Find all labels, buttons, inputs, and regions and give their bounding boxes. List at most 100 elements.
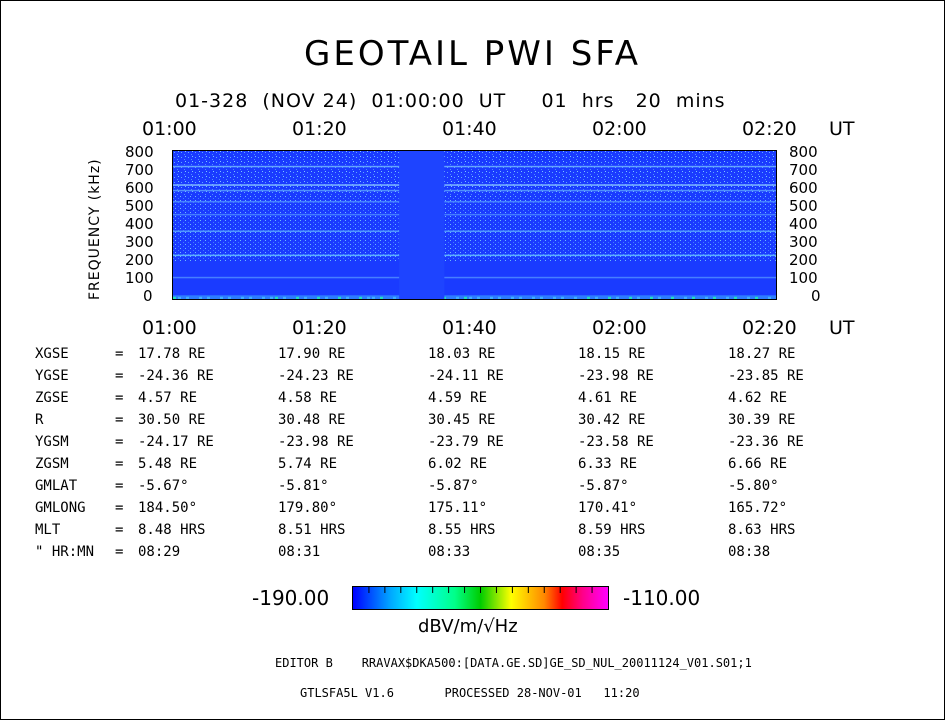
ephemeris-value: 30.48 RE [278, 412, 346, 428]
ephemeris-value: 5.48 RE [138, 456, 198, 472]
spectrogram-low-speck [692, 296, 695, 299]
spectrogram-svg [173, 151, 776, 299]
ephemeris-value: 8.63 HRS [728, 522, 796, 538]
y-tick-label: 300 [125, 233, 154, 251]
spectrogram-low-speck [359, 296, 362, 299]
ephemeris-value: -23.98 RE [578, 368, 654, 384]
ephemeris-value: -24.36 RE [138, 368, 214, 384]
ephemeris-value: 18.27 RE [728, 346, 796, 362]
top-time-label: 01:20 [292, 118, 347, 140]
y-axis-label: FREQUENCY (kHz) [87, 158, 103, 300]
ephemeris-value: 4.59 RE [428, 390, 488, 406]
ephemeris-value: 175.11° [428, 500, 488, 516]
spectrogram-low-speck [220, 296, 223, 299]
spectrogram-emission-line [173, 184, 776, 186]
spectrogram-low-speck [469, 296, 472, 299]
ephemeris-value: 5.74 RE [278, 456, 338, 472]
spectrogram-low-speck [186, 296, 189, 299]
bottom-time-label: 01:40 [442, 317, 497, 339]
plot-title: GEOTAIL PWI SFA [304, 34, 641, 74]
y-tick-label: 200 [125, 251, 154, 269]
colorbar [352, 586, 609, 610]
spectrogram-low-speck [372, 296, 375, 299]
spectrogram-low-speck [249, 296, 252, 299]
spectrogram-low-speck [393, 296, 396, 299]
ephemeris-value: 08:31 [278, 544, 321, 560]
ephemeris-value: 4.61 RE [578, 390, 638, 406]
spectrogram-emission-line [173, 276, 776, 279]
y-tick-label-right: 700 [789, 161, 818, 179]
y-tick-label-right: 800 [789, 143, 818, 161]
ephemeris-equals: = [115, 500, 124, 516]
y-tick-label-right: 0 [811, 287, 821, 305]
ephemeris-value: -23.36 RE [728, 434, 804, 450]
top-ut-label: UT [829, 118, 855, 140]
colorbar-min-label: -190.00 [252, 586, 330, 610]
ephemeris-equals: = [115, 456, 124, 472]
y-tick-label-right: 100 [789, 269, 818, 287]
spectrogram-low-speck [173, 296, 176, 299]
ephemeris-value: 30.42 RE [578, 412, 646, 428]
ephemeris-value: 30.45 RE [428, 412, 496, 428]
spectrogram-emission-line [173, 213, 776, 216]
y-tick-label-right: 500 [789, 197, 818, 215]
ephemeris-value: 18.03 RE [428, 346, 496, 362]
ephemeris-value: 170.41° [578, 500, 638, 516]
ephemeris-value: 165.72° [728, 500, 788, 516]
y-tick-label: 400 [125, 215, 154, 233]
spectrogram-low-speck [608, 296, 611, 299]
y-tick-label: 0 [143, 287, 153, 305]
ephemeris-value: 18.15 RE [578, 346, 646, 362]
colorbar-unit: dBV/m/√Hz [418, 616, 518, 637]
spectrogram-low-speck [768, 296, 771, 299]
spectrogram-low-speck [456, 296, 459, 299]
spectrogram-low-speck [574, 296, 577, 299]
ephemeris-value: 8.48 HRS [138, 522, 206, 538]
spectrogram-low-speck [346, 296, 349, 299]
bottom-time-label: 02:00 [592, 317, 647, 339]
spectrogram-low-speck [443, 296, 446, 299]
y-tick-label-right: 400 [789, 215, 818, 233]
ephemeris-equals: = [115, 346, 124, 362]
spectrogram-low-speck [587, 296, 590, 299]
spectrogram-emission-line [173, 254, 776, 257]
ephemeris-value: 6.66 RE [728, 456, 788, 472]
ephemeris-value: -23.79 RE [428, 434, 504, 450]
ephemeris-value: -5.87° [578, 478, 629, 494]
spectrogram-low-speck [296, 296, 299, 299]
spectrogram-low-band [173, 295, 776, 299]
ephemeris-value: -24.17 RE [138, 434, 214, 450]
spectrogram-low-speck [228, 296, 231, 299]
ephemeris-value: 184.50° [138, 500, 198, 516]
spectrogram-low-speck [561, 296, 564, 299]
ephemeris-equals: = [115, 478, 124, 494]
ephemeris-value: -23.85 RE [728, 368, 804, 384]
spectrogram-emission-line [173, 165, 776, 168]
footer-processed-line: GTLSFA5L V1.6 PROCESSED 28-NOV-01 11:20 [300, 686, 640, 700]
colorbar-ticks [368, 587, 593, 593]
y-tick-label: 100 [125, 269, 154, 287]
ephemeris-value: 6.33 RE [578, 456, 638, 472]
spectrogram-low-speck [283, 296, 286, 299]
ephemeris-value: -24.23 RE [278, 368, 354, 384]
spectrogram-low-speck [755, 296, 758, 299]
ephemeris-value: -5.80° [728, 478, 779, 494]
spectrogram-low-speck [713, 296, 716, 299]
spectrogram-low-speck [684, 296, 687, 299]
ephemeris-value: 4.58 RE [278, 390, 338, 406]
ephemeris-value: 30.39 RE [728, 412, 796, 428]
ephemeris-value: 8.59 HRS [578, 522, 646, 538]
ephemeris-value: 17.78 RE [138, 346, 206, 362]
ephemeris-value: 30.50 RE [138, 412, 206, 428]
spectrogram-emission-line [173, 230, 776, 233]
spectrogram-plot [172, 150, 777, 300]
top-time-label: 01:40 [442, 118, 497, 140]
spectrogram-low-speck [532, 296, 535, 299]
y-tick-label: 700 [125, 161, 154, 179]
spectrogram-low-speck [595, 296, 598, 299]
ephemeris-row-label: YGSM [35, 434, 69, 450]
spectrogram-low-speck [178, 296, 181, 299]
spectrogram-low-speck [262, 296, 265, 299]
ephemeris-equals: = [115, 368, 124, 384]
spectrogram-emission-line [173, 200, 776, 203]
